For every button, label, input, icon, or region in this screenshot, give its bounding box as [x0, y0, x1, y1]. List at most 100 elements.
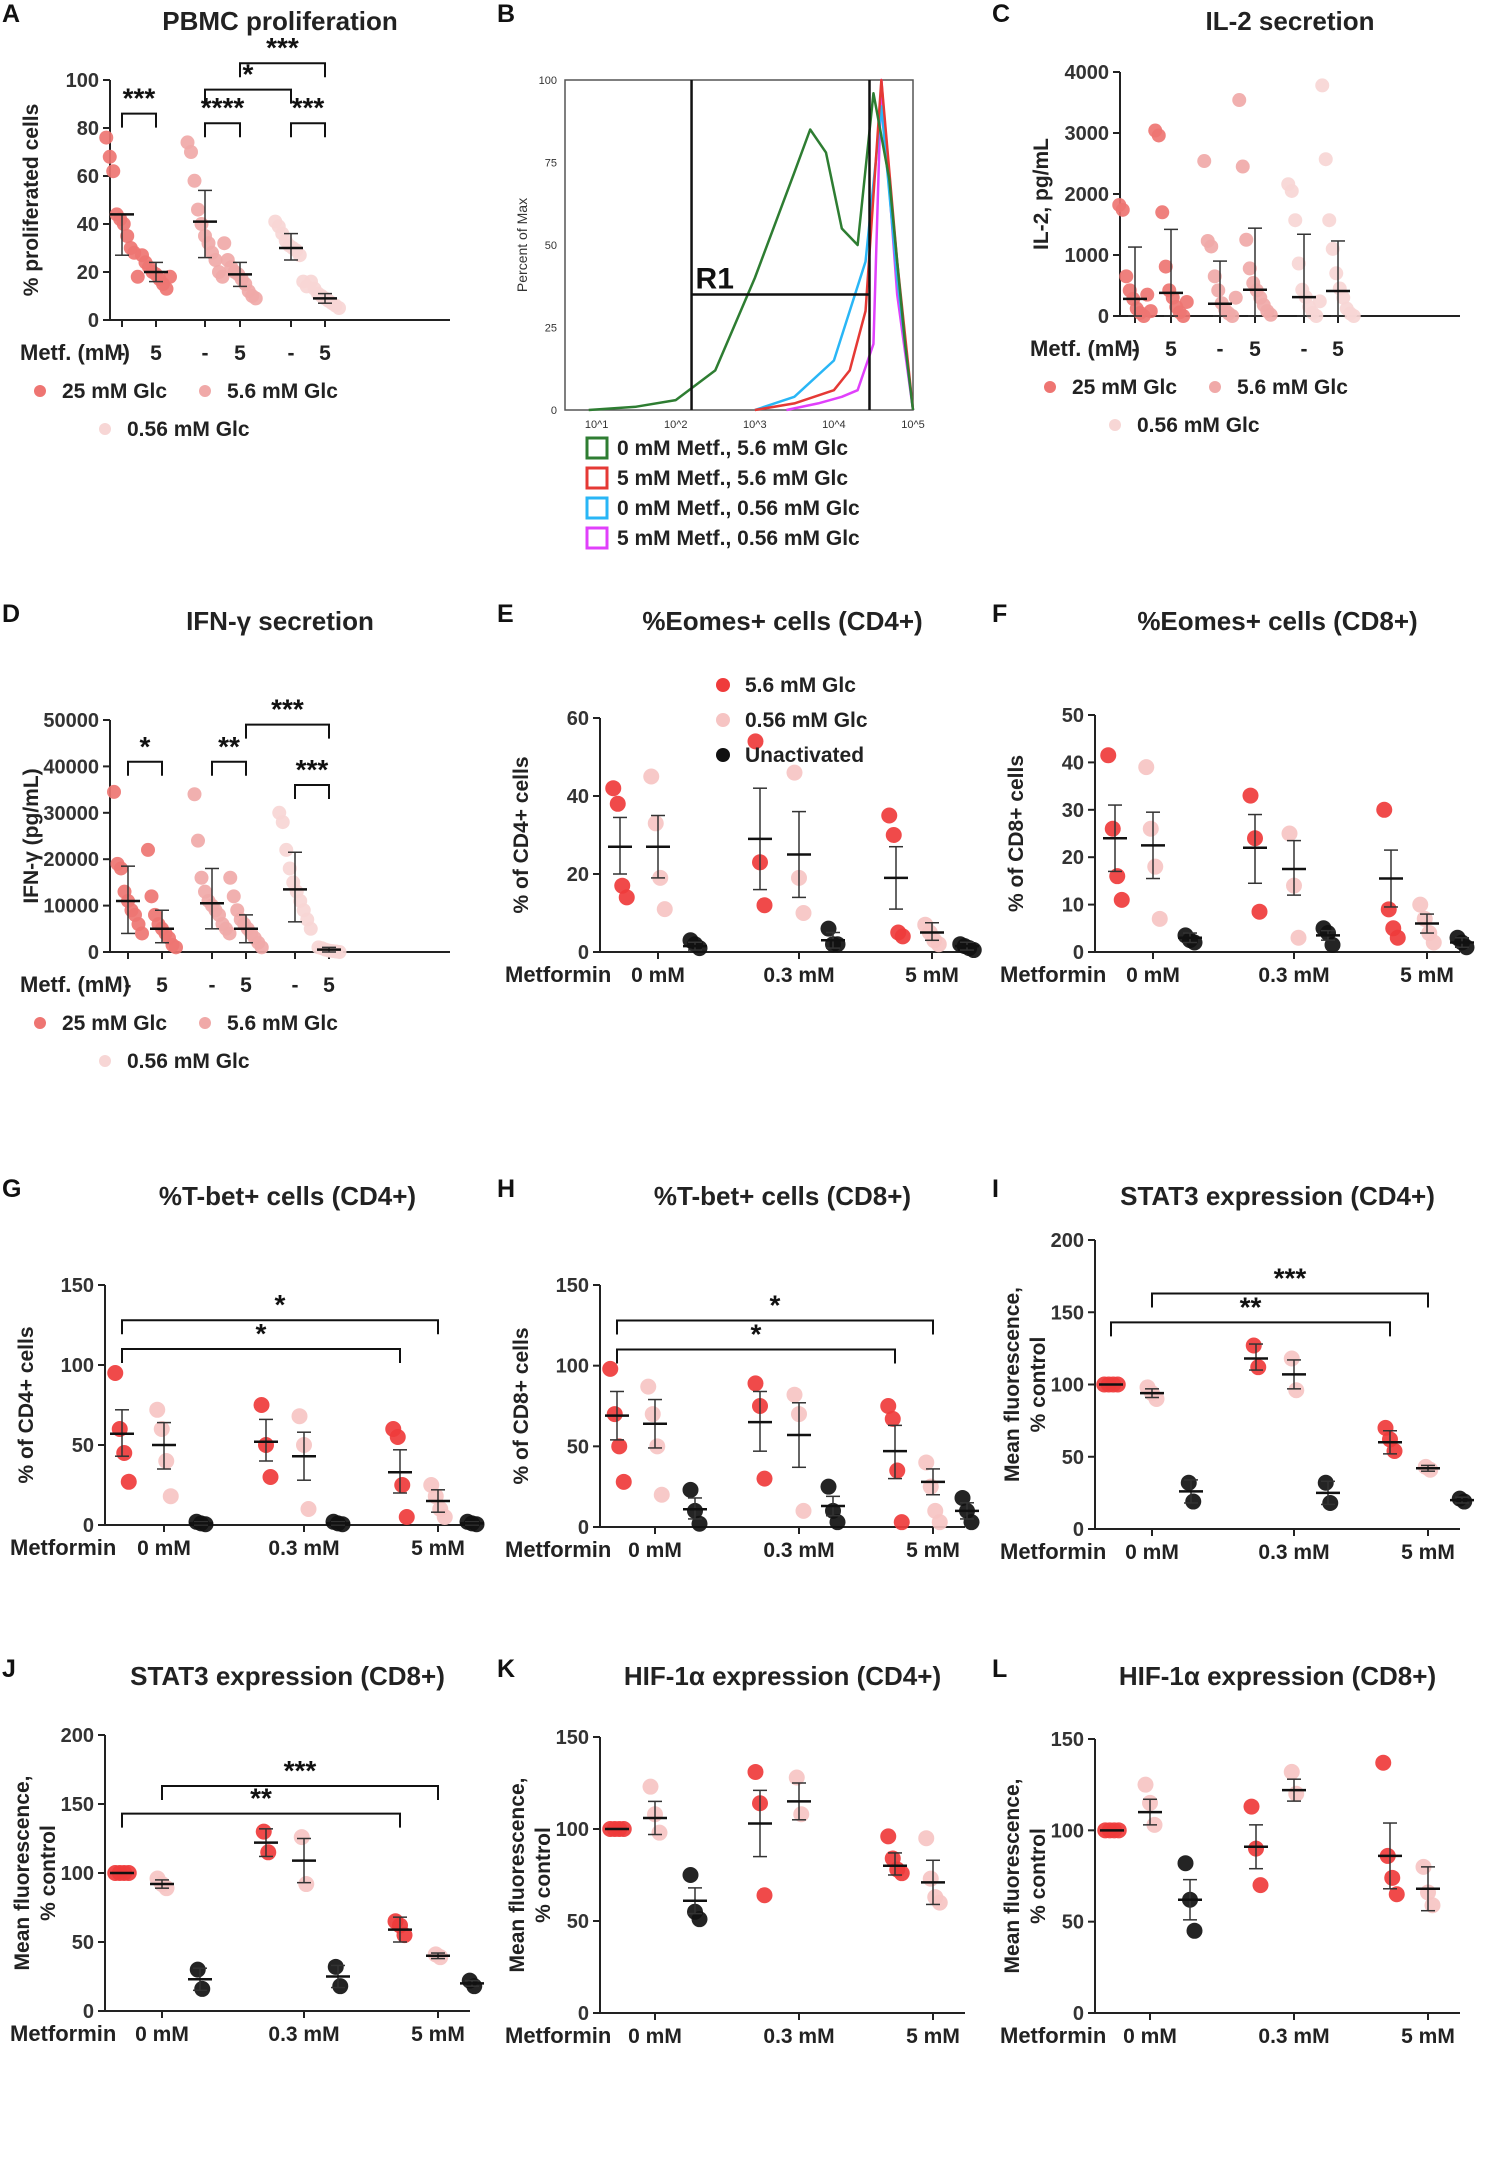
y-tick-label: 20000	[43, 849, 99, 871]
panel-letter: A	[2, 0, 21, 28]
y-tick-label: 60	[77, 166, 99, 188]
data-point	[1412, 896, 1429, 913]
data-point	[1138, 759, 1155, 776]
significance-bracket	[204, 88, 292, 104]
x-category-label: 5	[156, 974, 168, 997]
data-point	[1380, 901, 1397, 918]
y-tick-label: 50	[72, 1435, 94, 1457]
data-point	[1119, 269, 1134, 284]
data-point	[394, 1477, 411, 1493]
significance-bracket	[616, 1348, 896, 1364]
data-point	[1288, 1785, 1305, 1802]
data-point	[1158, 259, 1173, 274]
y-tick-label: 80	[77, 118, 99, 140]
y-tick-label: 0	[83, 2001, 94, 2023]
significance-label: ***	[123, 83, 156, 114]
y-tick-label: 0	[551, 405, 557, 417]
data-point	[1180, 1474, 1197, 1491]
x-category-label: 5	[1249, 338, 1261, 361]
data-point	[918, 1454, 935, 1471]
data-point	[1422, 1461, 1439, 1478]
y-axis-label: % of CD4+ cells	[510, 757, 533, 914]
data-point	[1315, 78, 1330, 93]
panel-letter: E	[497, 600, 514, 628]
panel-letter: B	[497, 0, 516, 28]
data-point	[880, 1398, 897, 1414]
legend-marker	[99, 423, 111, 435]
y-tick-label: 20	[77, 262, 99, 284]
data-point	[820, 1478, 837, 1495]
data-point	[884, 1410, 901, 1427]
data-point	[643, 768, 660, 785]
data-point	[1376, 801, 1393, 818]
y-axis-label: % of CD8+ cells	[1005, 755, 1028, 912]
data-point	[248, 291, 263, 306]
data-point	[187, 173, 202, 188]
x-category-label: -	[1132, 338, 1139, 361]
x-category-label: 5 mM	[411, 1537, 465, 1560]
y-tick-label: 200	[1051, 1230, 1084, 1252]
y-tick-label: 50000	[43, 710, 99, 732]
x-category-label: 0.3 mM	[1258, 1541, 1329, 1564]
x-tick-label: 10^3	[743, 419, 767, 431]
y-axis-label: IL-2, pg/mL	[1030, 138, 1053, 250]
x-category-label: 5 mM	[905, 964, 959, 987]
data-point	[262, 1469, 279, 1485]
y-tick-label: 0	[578, 942, 589, 964]
data-point	[1389, 929, 1406, 946]
data-point	[141, 842, 155, 857]
data-point	[653, 1486, 670, 1503]
data-point	[1291, 256, 1306, 271]
y-tick-label: 40000	[43, 756, 99, 778]
y-tick-label: 0	[83, 1515, 94, 1537]
significance-label: **	[250, 1783, 272, 1814]
data-point	[1325, 241, 1340, 256]
x-category-label: 0.3 mM	[763, 1539, 834, 1562]
x-category-label: 0 mM	[137, 1537, 191, 1560]
y-tick-label: 0	[1098, 306, 1109, 328]
data-point	[786, 1386, 803, 1403]
legend-label: Unactivated	[745, 744, 864, 767]
y-tick-label: 20	[1062, 847, 1084, 869]
data-point	[194, 870, 209, 885]
panel-b: B 0 25 50 75 100 Percent of Max 10^1 10^2 10^3 10^…	[495, 0, 985, 550]
y-tick-label: 30	[1062, 800, 1084, 822]
data-point	[332, 1978, 349, 1995]
metformin-axis-label: Metformin	[10, 2021, 116, 2046]
chart-i: STAT3 expression (CD4+) 0 50 100 150 200 Mean …	[1000, 1181, 1474, 1564]
legend-marker	[199, 1017, 211, 1029]
data-point	[114, 861, 128, 876]
y-tick-label: 10000	[43, 896, 99, 918]
significance-label: ***	[292, 92, 325, 123]
significance-bracket	[121, 1812, 401, 1828]
significance-bracket	[121, 112, 157, 128]
data-point	[217, 236, 232, 251]
data-point	[881, 807, 898, 824]
y-tick-label: 50	[567, 1436, 589, 1458]
x-category-label: 5	[1332, 338, 1344, 361]
x-category-label: 0 mM	[1125, 1541, 1179, 1564]
y-tick-label: 50	[567, 1911, 589, 1933]
data-point	[153, 1421, 170, 1437]
data-point	[398, 1509, 415, 1525]
data-point	[829, 936, 846, 953]
metf-axis-label: Metf. (mM)	[20, 972, 130, 997]
y-tick-label: 0	[578, 2003, 589, 2025]
data-point	[194, 217, 209, 231]
chart-b: 0 25 50 75 100 Percent of Max 10^1 10^2 10^3 10^4…	[514, 75, 925, 550]
data-point	[893, 1865, 910, 1882]
data-point	[116, 1445, 133, 1461]
data-point	[275, 815, 290, 830]
metformin-axis-label: Metformin	[505, 1537, 611, 1562]
data-point	[1104, 820, 1121, 837]
chart-title: %Eomes+ cells (CD4+)	[642, 606, 922, 636]
chart-k: HIF-1α expression (CD4+) 0 50 100 150 Mean fl…	[505, 1661, 965, 2048]
data-point	[187, 787, 202, 802]
y-tick-label: 100	[556, 1356, 589, 1378]
panel-letter: F	[992, 600, 1008, 628]
data-point	[1151, 910, 1168, 927]
significance-label: ****	[201, 92, 245, 123]
data-point	[1137, 1776, 1154, 1793]
x-category-label: -	[202, 342, 209, 365]
data-point	[1283, 1763, 1300, 1780]
